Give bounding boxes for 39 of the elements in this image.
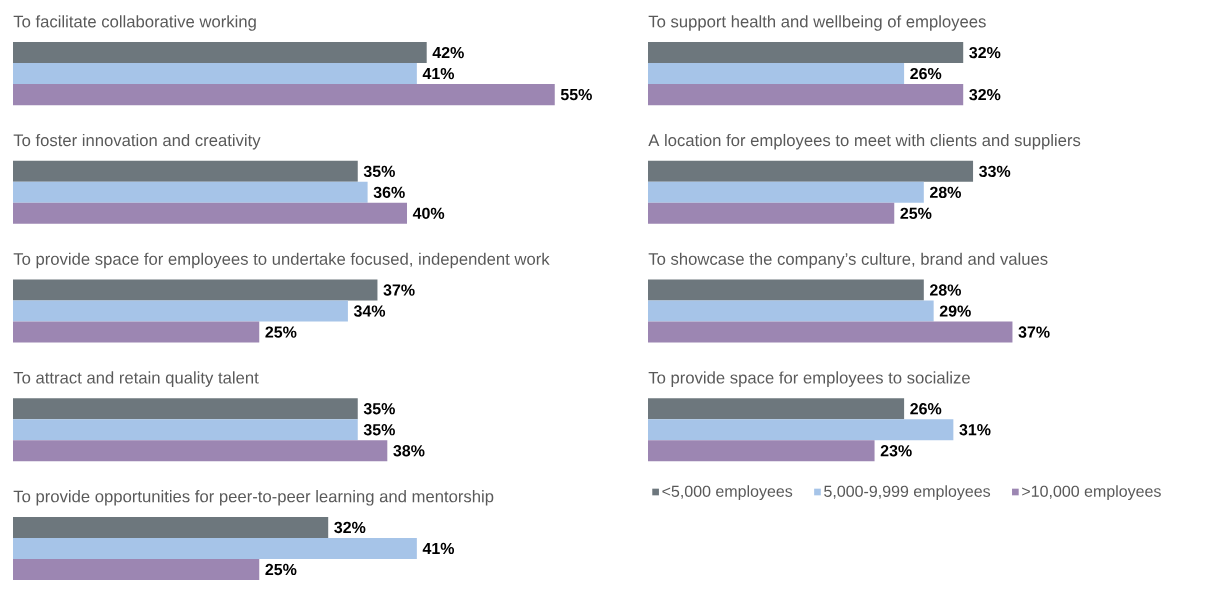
- data-label: 41%: [422, 67, 455, 80]
- data-label: 29%: [939, 305, 971, 317]
- legend-label: 5,000-9,999 employees: [824, 485, 991, 501]
- y-tick-label: To support health and wellbeing of employees: [648, 15, 986, 31]
- data-label: 25%: [900, 207, 932, 219]
- data-label: 25%: [265, 326, 297, 338]
- data-label: 35%: [363, 165, 395, 177]
- y-tick-label: To showcase the company’s culture, brand and values: [648, 252, 1048, 269]
- y-tick-label: To provide opportunities for peer-to-peer learning and mentorship: [13, 490, 494, 506]
- y-tick-label: A location for employees to meet with clients and suppliers: [648, 133, 1081, 150]
- data-label: 37%: [383, 284, 415, 296]
- y-tick-label: To provide space for employees to socialize: [648, 371, 970, 387]
- data-label: 55%: [560, 88, 592, 101]
- data-label: 34%: [353, 305, 386, 317]
- data-label: 37%: [1018, 326, 1050, 338]
- data-label: 40%: [412, 207, 445, 219]
- data-label: 38%: [393, 445, 425, 457]
- data-label: 32%: [334, 521, 366, 534]
- data-label: 35%: [363, 424, 395, 436]
- y-tick-label: To attract and retain quality talent: [13, 371, 259, 387]
- data-label: 26%: [910, 67, 942, 80]
- data-label: 36%: [373, 186, 405, 199]
- y-tick-label: To provide space for employees to undertake focused, independent work: [13, 252, 550, 269]
- data-label: 25%: [265, 563, 297, 576]
- data-label: 23%: [880, 445, 912, 457]
- data-label: 33%: [979, 165, 1011, 177]
- data-label: 28%: [929, 186, 961, 198]
- data-label: 42%: [432, 46, 464, 59]
- legend-label: >10,000 employees: [1022, 485, 1161, 501]
- data-label: 35%: [363, 403, 395, 415]
- data-label: 31%: [959, 424, 991, 436]
- data-label: 28%: [929, 284, 961, 296]
- data-label: 41%: [422, 542, 455, 555]
- legend-label: <5,000 employees: [662, 485, 793, 501]
- data-label: 32%: [969, 88, 1001, 101]
- y-tick-label: To foster innovation and creativity: [13, 133, 261, 150]
- data-label: 26%: [910, 403, 942, 415]
- y-tick-label: To facilitate collaborative working: [13, 15, 256, 31]
- data-label: 32%: [969, 46, 1001, 59]
